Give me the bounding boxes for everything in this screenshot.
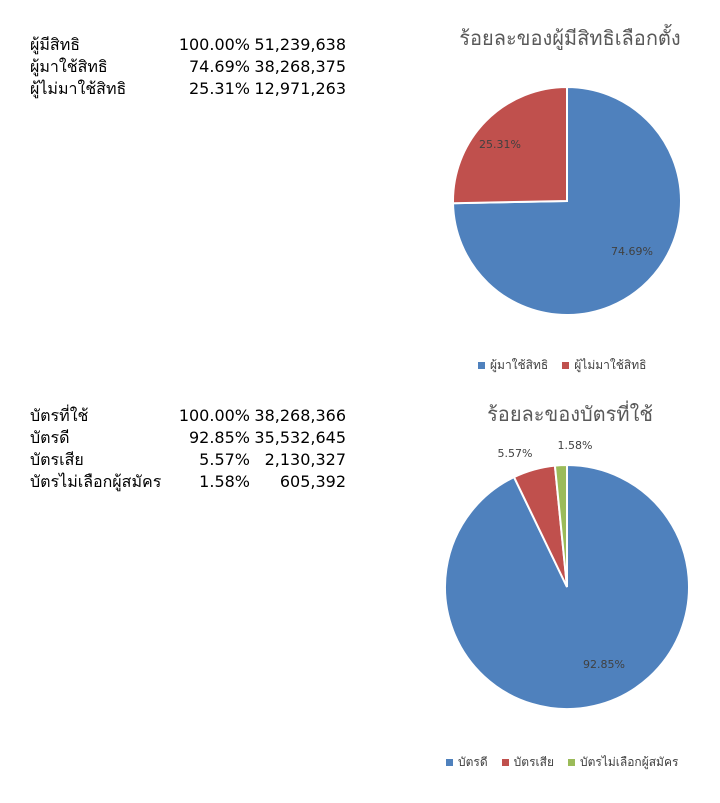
- pie-slice: [553, 463, 568, 588]
- row-value: 12,971,263: [254, 79, 346, 98]
- row-label: บัตรไม่เลือกผู้สมัคร: [30, 472, 162, 491]
- row-percent: 1.58%: [199, 472, 250, 491]
- legend-swatch: [478, 362, 485, 369]
- legend-label: ผู้ไม่มาใช้สิทธิ: [574, 358, 647, 372]
- row-percent: 25.31%: [188, 79, 250, 98]
- legend-swatch: [446, 759, 453, 766]
- legend-label: บัตรเสีย: [513, 755, 554, 769]
- row-percent: 5.57%: [199, 450, 250, 469]
- legend-swatch: [562, 362, 570, 369]
- row-percent: 92.85%: [188, 428, 250, 447]
- legend-item: บัตรเสีย: [501, 753, 554, 772]
- data-label: 92.85%: [583, 658, 625, 671]
- row-value: 38,268,366: [254, 406, 346, 425]
- legend-item: บัตรดี: [446, 753, 488, 772]
- data-label: 25.31%: [479, 138, 521, 151]
- chart-title: ร้อยละของบัตรที่ใช้: [487, 402, 653, 426]
- row-percent: 100.00%: [178, 406, 250, 425]
- row-value: 2,130,327: [264, 450, 346, 469]
- row-label: บัตรเสีย: [30, 450, 84, 469]
- legend-swatch: [567, 759, 575, 766]
- pie-slice: [452, 85, 568, 205]
- chart-legend: ผู้มาใช้สิทธิ ผู้ไม่มาใช้สิทธิ: [478, 356, 660, 375]
- row-label: บัตรดี: [30, 428, 70, 447]
- row-value: 605,392: [279, 472, 346, 491]
- pie-slice: [452, 85, 682, 316]
- row-percent: 74.69%: [188, 57, 250, 76]
- legend-label: บัตรดี: [458, 755, 488, 769]
- data-label: 5.57%: [498, 447, 533, 460]
- row-label: บัตรที่ใช้: [30, 406, 89, 425]
- row-label: ผู้มีสิทธิ: [30, 35, 80, 54]
- row-value: 51,239,638: [254, 35, 346, 54]
- legend-label: บัตรไม่เลือกผู้สมัคร: [579, 755, 679, 769]
- row-value: 35,532,645: [254, 428, 346, 447]
- legend-item: ผู้ไม่มาใช้สิทธิ: [562, 356, 646, 375]
- legend-swatch: [501, 759, 509, 766]
- row-percent: 100.00%: [178, 35, 250, 54]
- data-label: 1.58%: [558, 439, 593, 452]
- row-value: 38,268,375: [254, 57, 346, 76]
- row-label: ผู้ไม่มาใช้สิทธิ: [30, 79, 127, 98]
- chart-title: ร้อยละของผู้มีสิทธิเลือกตั้ง: [459, 26, 681, 50]
- chart-legend: บัตรดี บัตรเสีย บัตรไม่เลือกผู้สมัคร: [446, 753, 692, 772]
- data-label: 74.69%: [611, 245, 653, 258]
- row-label: ผู้มาใช้สิทธิ: [30, 57, 108, 76]
- legend-label: ผู้มาใช้สิทธิ: [490, 358, 549, 372]
- legend-item: ผู้มาใช้สิทธิ: [478, 356, 548, 375]
- legend-item: บัตรไม่เลือกผู้สมัคร: [567, 753, 679, 772]
